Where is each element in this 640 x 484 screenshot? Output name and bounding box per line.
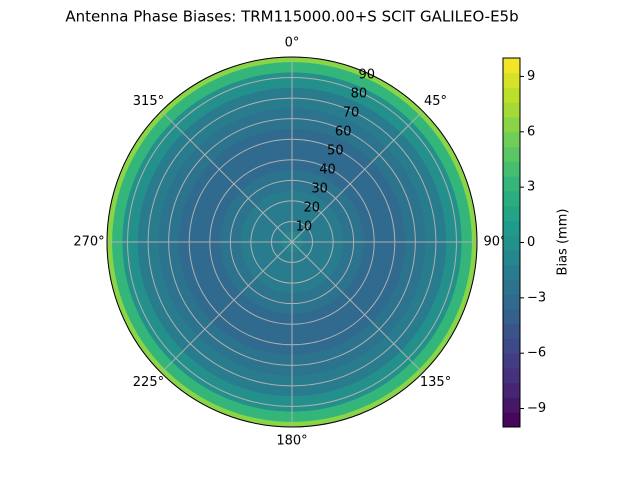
colorbar-band (503, 279, 520, 295)
colorbar-band (503, 308, 520, 325)
colorbar-tick-label: −3 (527, 290, 546, 305)
colorbar-band (503, 87, 520, 103)
colorbar-band (503, 323, 520, 339)
r-tick-label: 50 (327, 144, 344, 159)
theta-tick-label: 180° (276, 434, 307, 449)
theta-tick-label: 0° (285, 36, 300, 51)
grid-ring (229, 179, 355, 305)
colorbar-band (503, 102, 520, 118)
colorbar-band (503, 412, 520, 428)
colorbar-band (503, 264, 520, 280)
r-tick-label: 40 (319, 163, 336, 178)
colorbar-band (503, 176, 520, 192)
colorbar-tick-label: 3 (527, 180, 535, 195)
grid-spoke (291, 241, 424, 374)
r-tick-label: 70 (343, 106, 360, 121)
theta-tick-label: 45° (424, 94, 447, 109)
theta-tick-label: 315° (133, 94, 164, 109)
colorbar-tick-label: −9 (527, 401, 546, 416)
colorbar-band (503, 249, 520, 266)
r-tick-label: 60 (335, 125, 352, 140)
colorbar-band (503, 131, 520, 148)
grid-ring (147, 97, 437, 387)
colorbar-label: Bias (mm) (556, 209, 571, 276)
grid-spoke (160, 241, 293, 374)
colorbar-band (503, 205, 520, 221)
polar-frame (106, 56, 478, 428)
colorbar-band (503, 338, 520, 354)
colorbar-tick-label: −6 (527, 346, 546, 361)
grid-ring (127, 77, 457, 407)
colorbar-band (503, 367, 520, 384)
r-tick-label: 80 (351, 87, 368, 102)
colorbar-band (503, 146, 520, 162)
colorbar-band (503, 161, 520, 177)
colorbar-band (503, 235, 520, 251)
theta-tick-label: 270° (73, 235, 104, 250)
grid-spoke (160, 110, 293, 243)
colorbar-tick-label: 6 (527, 124, 535, 139)
grid-ring (250, 200, 334, 284)
colorbar-band (503, 353, 520, 369)
colorbar-tick-label: 9 (527, 69, 535, 84)
colorbar-band (503, 397, 520, 413)
r-tick-label: 30 (311, 182, 328, 197)
grid-ring (168, 118, 416, 366)
grid-ring (209, 159, 375, 325)
r-tick-label: 10 (296, 220, 313, 235)
colorbar-band (503, 72, 520, 89)
colorbar-tick-label: 0 (527, 235, 535, 250)
grid-spoke (291, 110, 424, 243)
theta-tick-label: 90° (483, 235, 506, 250)
chart-title: Antenna Phase Biases: TRM115000.00+S SCI… (65, 8, 518, 26)
theta-tick-label: 225° (133, 375, 164, 390)
grid-ring (188, 138, 396, 346)
colorbar-band (503, 220, 520, 236)
grid-ring (270, 220, 314, 264)
colorbar-band (503, 190, 520, 207)
colorbar-band (503, 294, 520, 310)
theta-tick-label: 135° (420, 375, 451, 390)
colorbar-band (503, 382, 520, 398)
r-tick-label: 20 (303, 201, 320, 216)
colorbar-band (503, 117, 520, 133)
colorbar-band (503, 58, 520, 74)
